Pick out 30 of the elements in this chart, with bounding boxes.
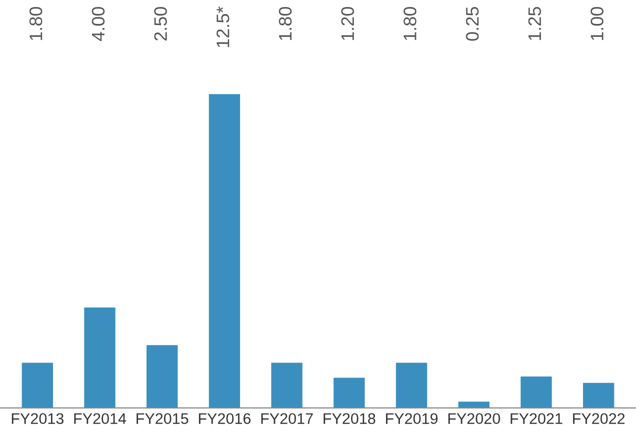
bar bbox=[271, 362, 302, 408]
bar bbox=[208, 94, 240, 408]
data-label: 1.80 bbox=[29, 6, 42, 40]
bar bbox=[334, 378, 365, 408]
x-tick-label: FY2014 bbox=[74, 413, 126, 424]
data-label: 1.80 bbox=[278, 6, 292, 40]
data-label: 1.80 bbox=[404, 6, 416, 40]
bar bbox=[583, 382, 614, 408]
bar bbox=[396, 362, 428, 408]
x-tick-label: FY2021 bbox=[510, 413, 562, 424]
bar bbox=[146, 345, 178, 408]
x-tick-label: FY2017 bbox=[261, 413, 313, 424]
bar bbox=[520, 376, 552, 408]
data-label: 12.5* bbox=[216, 6, 230, 48]
data-label: 0.25 bbox=[466, 7, 479, 41]
data-label: 1.25 bbox=[528, 7, 542, 40]
x-tick-label: FY2020 bbox=[448, 413, 500, 424]
x-tick-label: FY2015 bbox=[136, 413, 188, 424]
bar bbox=[22, 362, 53, 408]
x-tick-label: FY2019 bbox=[386, 413, 438, 424]
data-label: 1.20 bbox=[341, 6, 354, 40]
data-label: 1.00 bbox=[590, 6, 604, 40]
x-tick-label: FY2013 bbox=[12, 413, 64, 424]
bar bbox=[84, 308, 116, 408]
data-label: 2.50 bbox=[154, 6, 167, 41]
x-tick-label: FY2018 bbox=[324, 413, 376, 424]
x-tick-label: FY2016 bbox=[198, 413, 251, 424]
x-tick-label: FY2022 bbox=[573, 413, 625, 424]
bar bbox=[458, 402, 490, 408]
data-label: 4.00 bbox=[92, 6, 105, 41]
